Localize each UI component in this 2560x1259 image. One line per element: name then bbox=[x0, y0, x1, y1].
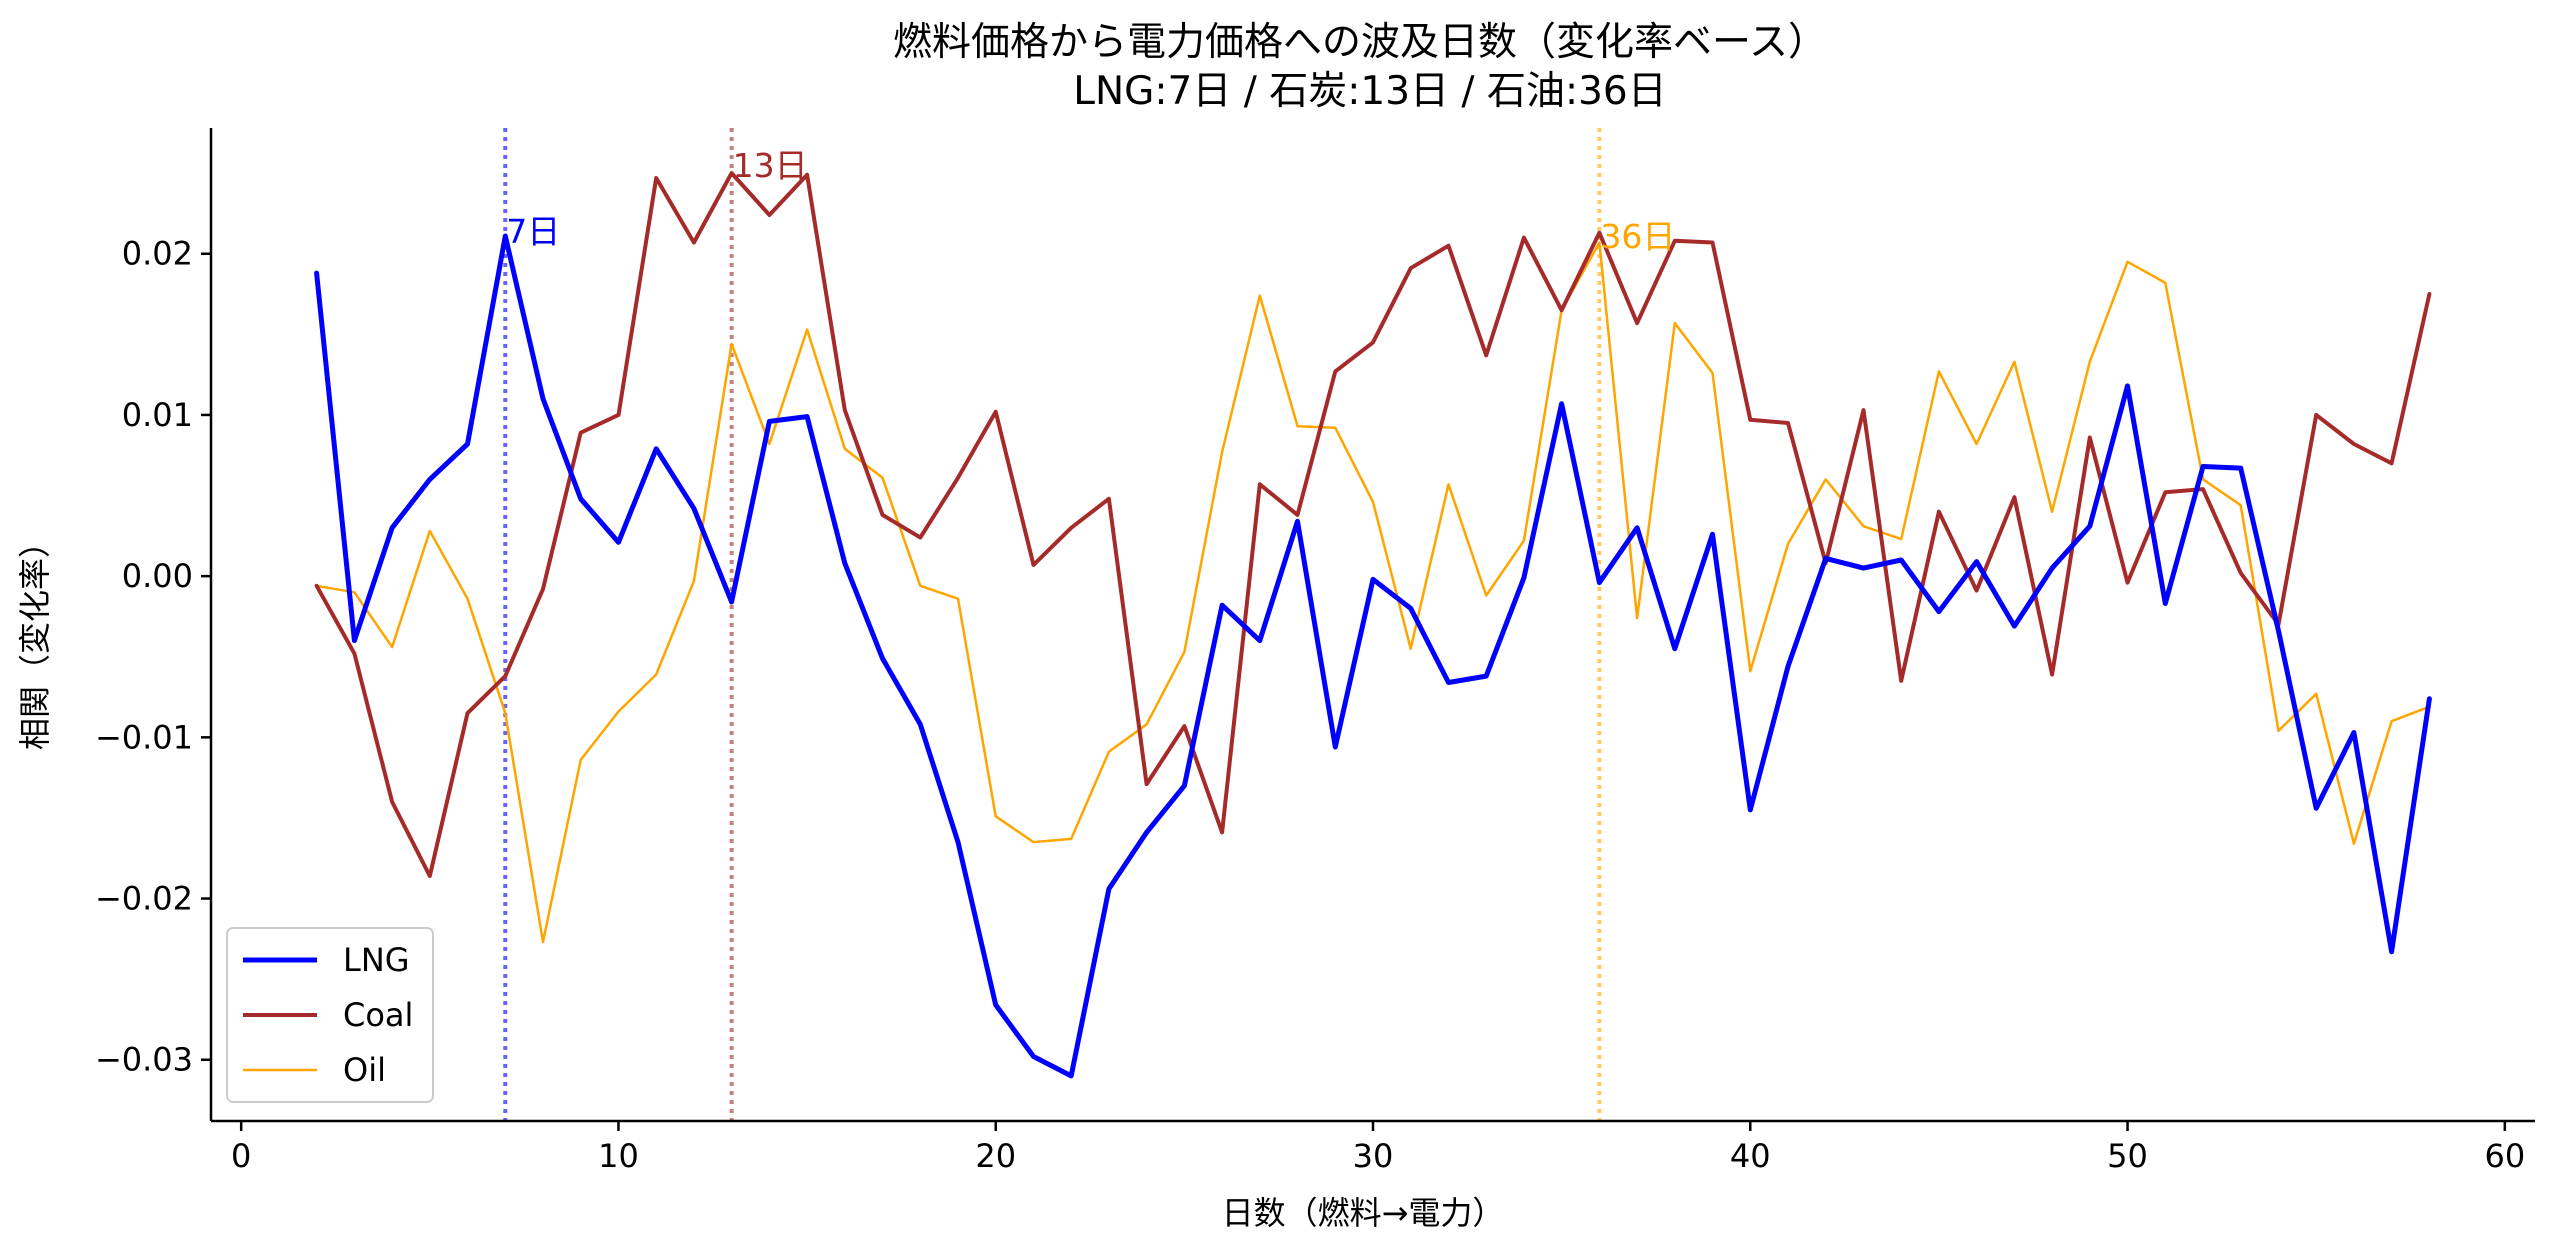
series-line-oil bbox=[315, 241, 2431, 944]
x-tick-label: 0 bbox=[231, 1137, 251, 1175]
x-tick-label: 50 bbox=[2107, 1137, 2148, 1175]
x-tick-label: 30 bbox=[1353, 1137, 1394, 1175]
series-line-lng bbox=[314, 233, 2432, 1079]
x-tick-label: 20 bbox=[975, 1137, 1016, 1175]
chart-subtitle: LNG:7日 / 石炭:13日 / 石油:36日 bbox=[1073, 69, 1666, 114]
y-tick-label: −0.02 bbox=[95, 880, 193, 918]
annotations: 7日 13日 36日 bbox=[506, 146, 1675, 256]
x-axis-label: 日数（燃料→電力） bbox=[1222, 1194, 1505, 1232]
x-tick-label: 60 bbox=[2484, 1137, 2525, 1175]
y-tick-label: 0.01 bbox=[122, 396, 193, 434]
y-axis-label: 相関（変化率） bbox=[16, 526, 54, 750]
x-tick-label: 40 bbox=[1730, 1137, 1771, 1175]
y-tick-label: −0.03 bbox=[95, 1041, 193, 1079]
series-line-coal bbox=[314, 171, 2432, 878]
y-tick-label: 0.02 bbox=[122, 235, 193, 273]
legend-label-lng: LNG bbox=[343, 941, 410, 979]
reference-lines bbox=[503, 128, 1602, 1121]
lag-annotation: 36日 bbox=[1600, 217, 1675, 256]
series-lines bbox=[314, 171, 2432, 1079]
lag-annotation: 13日 bbox=[733, 146, 808, 185]
y-tick-label: −0.01 bbox=[95, 718, 193, 756]
x-tick-label: 10 bbox=[598, 1137, 639, 1175]
y-tick-label: 0.00 bbox=[122, 557, 193, 595]
legend: LNG Coal Oil bbox=[226, 927, 434, 1103]
y-axis-ticks: −0.03 −0.02 −0.01 0.00 0.01 0.02 bbox=[95, 235, 211, 1079]
chart-title: 燃料価格から電力価格への波及日数（変化率ベース） bbox=[893, 20, 1827, 65]
legend-label-coal: Coal bbox=[343, 996, 413, 1034]
x-axis-ticks: 0 10 20 30 40 50 60 bbox=[231, 1121, 2525, 1175]
lag-annotation: 7日 bbox=[506, 212, 560, 251]
plot-area: 7日 13日 36日 bbox=[314, 128, 2432, 1121]
legend-frame bbox=[226, 927, 434, 1103]
legend-label-oil: Oil bbox=[343, 1051, 386, 1089]
